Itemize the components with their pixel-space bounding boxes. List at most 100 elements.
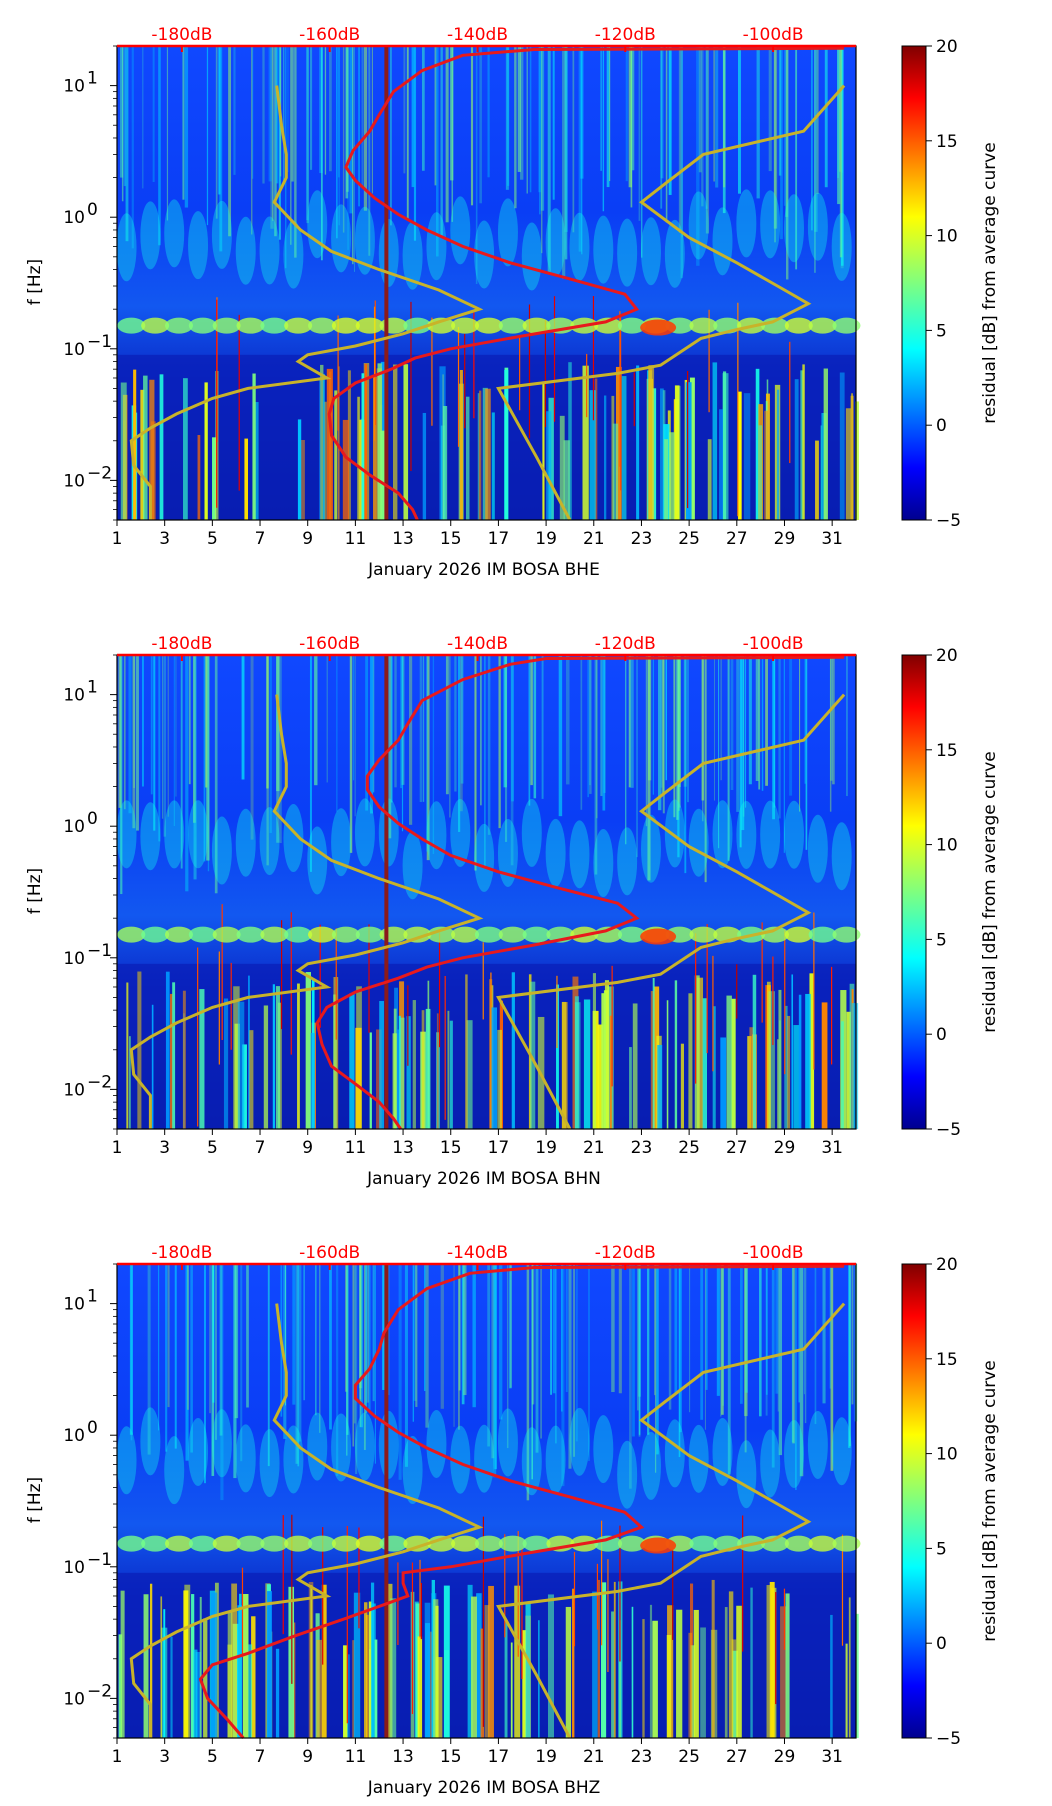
low-frequency-streak [433, 1599, 439, 1738]
low-frequency-streak [412, 1000, 416, 1129]
high-frequency-streak [142, 46, 144, 189]
high-frequency-streak [193, 655, 196, 823]
diffuse-wisp [497, 198, 518, 267]
high-frequency-streak [778, 46, 782, 176]
x-tick-label: 19 [535, 529, 557, 549]
x-tick-label: 25 [678, 1138, 700, 1158]
diffuse-wisp [354, 206, 375, 275]
high-frequency-streak [777, 1264, 780, 1412]
high-frequency-streak [262, 46, 265, 184]
low-frequency-streak [845, 408, 851, 520]
high-frequency-streak [755, 655, 759, 781]
high-frequency-streak [562, 46, 566, 279]
high-frequency-streak [434, 46, 437, 186]
x-tick-label: 15 [440, 1747, 462, 1767]
low-frequency-streak [530, 981, 536, 1129]
diffuse-wisp [831, 212, 852, 281]
high-frequency-streak [218, 46, 221, 195]
diffuse-wisp [736, 800, 757, 869]
diffuse-wisp [116, 800, 137, 869]
colorbar-tick-label: 10 [936, 227, 958, 247]
high-frequency-streak [668, 46, 672, 195]
diffuse-wisp [211, 1409, 232, 1478]
high-frequency-streak [206, 655, 210, 861]
high-frequency-streak [705, 46, 709, 234]
high-frequency-streak [665, 46, 668, 223]
top-db-label: -160dB [299, 25, 360, 45]
diffuse-wisp [474, 1424, 495, 1493]
high-frequency-streak [336, 655, 338, 812]
low-frequency-streak [785, 1593, 790, 1738]
high-frequency-streak [761, 655, 764, 791]
high-frequency-streak [228, 46, 232, 237]
high-frequency-streak [517, 46, 521, 172]
high-frequency-streak [775, 1264, 779, 1394]
high-frequency-streak [510, 655, 514, 866]
y-tick-label: 10 [63, 1558, 85, 1578]
high-frequency-streak [647, 655, 652, 781]
diffuse-wisp [211, 816, 232, 885]
high-frequency-streak [568, 1264, 572, 1469]
high-frequency-streak [283, 46, 285, 186]
microseism-blob [474, 926, 503, 943]
high-frequency-streak [475, 46, 478, 284]
low-frequency-streak [724, 1607, 728, 1738]
high-frequency-streak [668, 1264, 672, 1410]
high-frequency-streak [207, 655, 210, 872]
high-frequency-streak [372, 655, 375, 793]
high-frequency-streak [849, 1264, 851, 1447]
low-frequency-streak [443, 1585, 450, 1738]
high-frequency-streak [187, 1264, 189, 1410]
diffuse-wisp [617, 1440, 638, 1509]
high-frequency-streak [588, 1264, 590, 1461]
high-frequency-streak [445, 655, 449, 795]
low-frequency-streak [379, 1001, 384, 1129]
high-frequency-streak [219, 46, 223, 252]
high-frequency-streak [768, 46, 772, 172]
low-frequency-streak [305, 972, 311, 1129]
low-frequency-streak [368, 1601, 372, 1738]
high-frequency-streak [837, 46, 841, 205]
microseism-blob [522, 317, 551, 334]
high-frequency-streak [175, 655, 177, 797]
high-frequency-streak [361, 46, 364, 187]
low-frequency-streak [750, 1587, 753, 1738]
low-frequency-streak [364, 364, 368, 520]
low-frequency-streak [242, 1593, 249, 1738]
low-frequency-streak [688, 993, 693, 1129]
low-frequency-streak [666, 1000, 669, 1129]
high-frequency-streak [493, 1264, 497, 1478]
x-tick-label: 15 [440, 1138, 462, 1158]
high-frequency-streak [463, 1264, 467, 1396]
colorbar-gradient [901, 654, 927, 1130]
high-frequency-streak [701, 655, 705, 801]
high-frequency-streak [723, 46, 726, 188]
top-db-label: -160dB [299, 634, 360, 654]
microseism-blob [498, 1535, 527, 1552]
low-frequency-streak [252, 373, 256, 520]
high-frequency-streak [804, 655, 806, 784]
high-frequency-streak [458, 1264, 461, 1391]
low-frequency-streak [649, 1604, 653, 1738]
high-frequency-streak [641, 46, 643, 258]
low-frequency-streak [143, 1594, 149, 1738]
diffuse-wisp [402, 831, 423, 900]
high-frequency-streak [435, 46, 439, 257]
high-frequency-streak [460, 655, 464, 784]
high-frequency-streak [811, 46, 813, 231]
y-tick-label: 10 [63, 208, 85, 228]
high-frequency-streak [251, 46, 253, 235]
high-frequency-streak [487, 1264, 491, 1447]
colorbar-tick-label: −5 [936, 511, 961, 531]
low-frequency-streak [488, 1585, 494, 1738]
low-frequency-streak [841, 1021, 844, 1129]
high-frequency-streak [721, 1264, 724, 1415]
low-frequency-streak [165, 971, 170, 1129]
high-frequency-streak [454, 655, 457, 792]
high-frequency-streak [354, 655, 356, 817]
low-frequency-streak [254, 402, 259, 520]
diffuse-wisp [688, 1424, 709, 1493]
x-tick-label: 9 [302, 1138, 313, 1158]
low-frequency-streak [237, 1001, 245, 1129]
